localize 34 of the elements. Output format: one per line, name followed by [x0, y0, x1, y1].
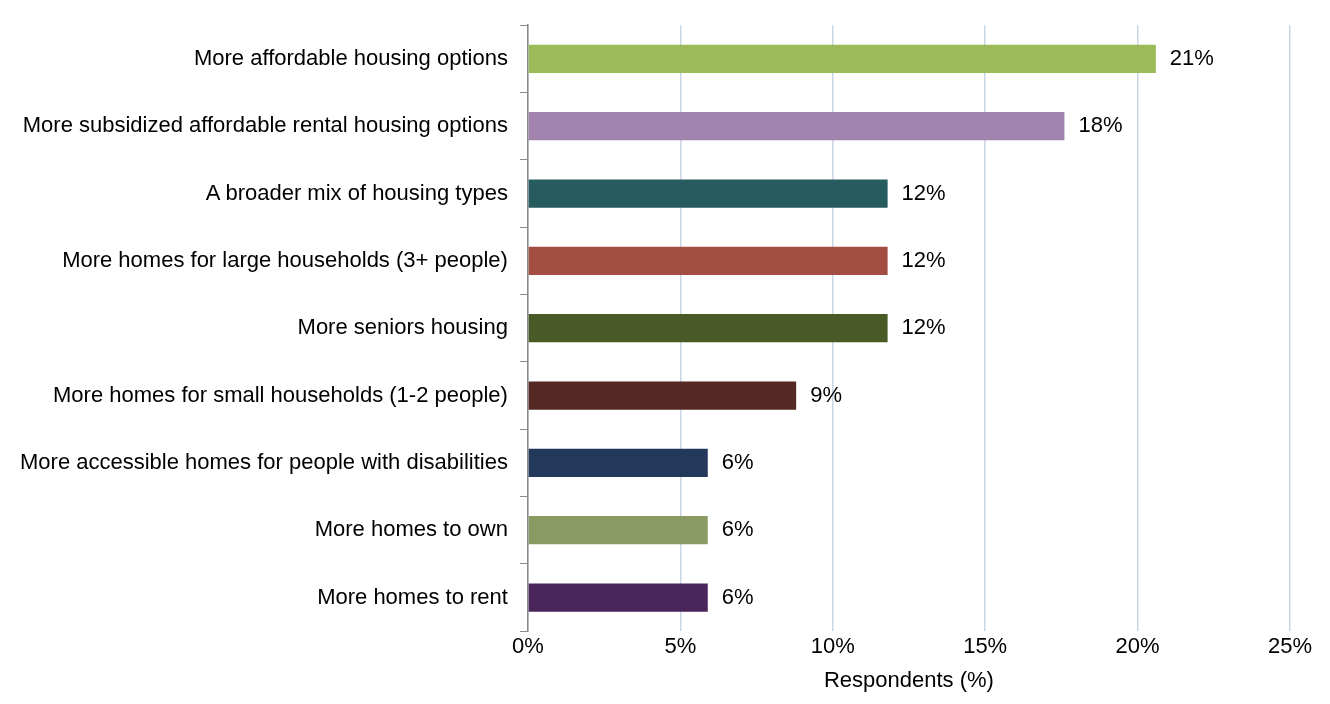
y-tick-label: More subsidized affordable rental housing options	[22, 112, 508, 138]
x-axis-title: Respondents (%)	[823, 666, 994, 692]
bar	[528, 112, 1065, 141]
x-tick-label: 0%	[512, 633, 544, 659]
bar	[528, 179, 888, 208]
data-label: 18%	[1078, 112, 1123, 138]
data-label: 6%	[721, 516, 754, 542]
data-label: 12%	[901, 179, 946, 205]
x-tick-label: 25%	[1267, 633, 1313, 659]
y-tick-label: More homes for large households (3+ people)	[62, 246, 508, 272]
x-tick-label: 15%	[963, 633, 1008, 659]
data-label: 12%	[901, 314, 946, 340]
y-tick-label: More affordable housing options	[193, 44, 508, 70]
bar	[528, 381, 797, 410]
data-label: 9%	[810, 381, 842, 407]
data-label: 6%	[721, 448, 754, 474]
bar	[528, 448, 708, 478]
y-tick-label: More accessible homes for people with disabilities	[19, 448, 508, 474]
bar	[528, 246, 888, 276]
x-tick-label: 5%	[664, 633, 697, 659]
data-label: 6%	[721, 583, 754, 609]
y-tick-label: More seniors housing	[297, 314, 508, 340]
x-tick-label: 10%	[810, 633, 855, 659]
y-tick-label: A broader mix of housing types	[205, 179, 508, 205]
bar	[528, 44, 1156, 74]
bar	[528, 314, 888, 343]
y-tick-label: More homes to rent	[317, 583, 508, 609]
y-tick-label: More homes to own	[314, 516, 508, 542]
y-tick-label: More homes for small households (1-2 people)	[53, 381, 508, 407]
data-label: 12%	[901, 246, 946, 272]
bar	[528, 583, 708, 612]
x-tick-label: 20%	[1115, 633, 1160, 659]
bar	[528, 516, 708, 545]
data-label: 21%	[1169, 44, 1214, 70]
